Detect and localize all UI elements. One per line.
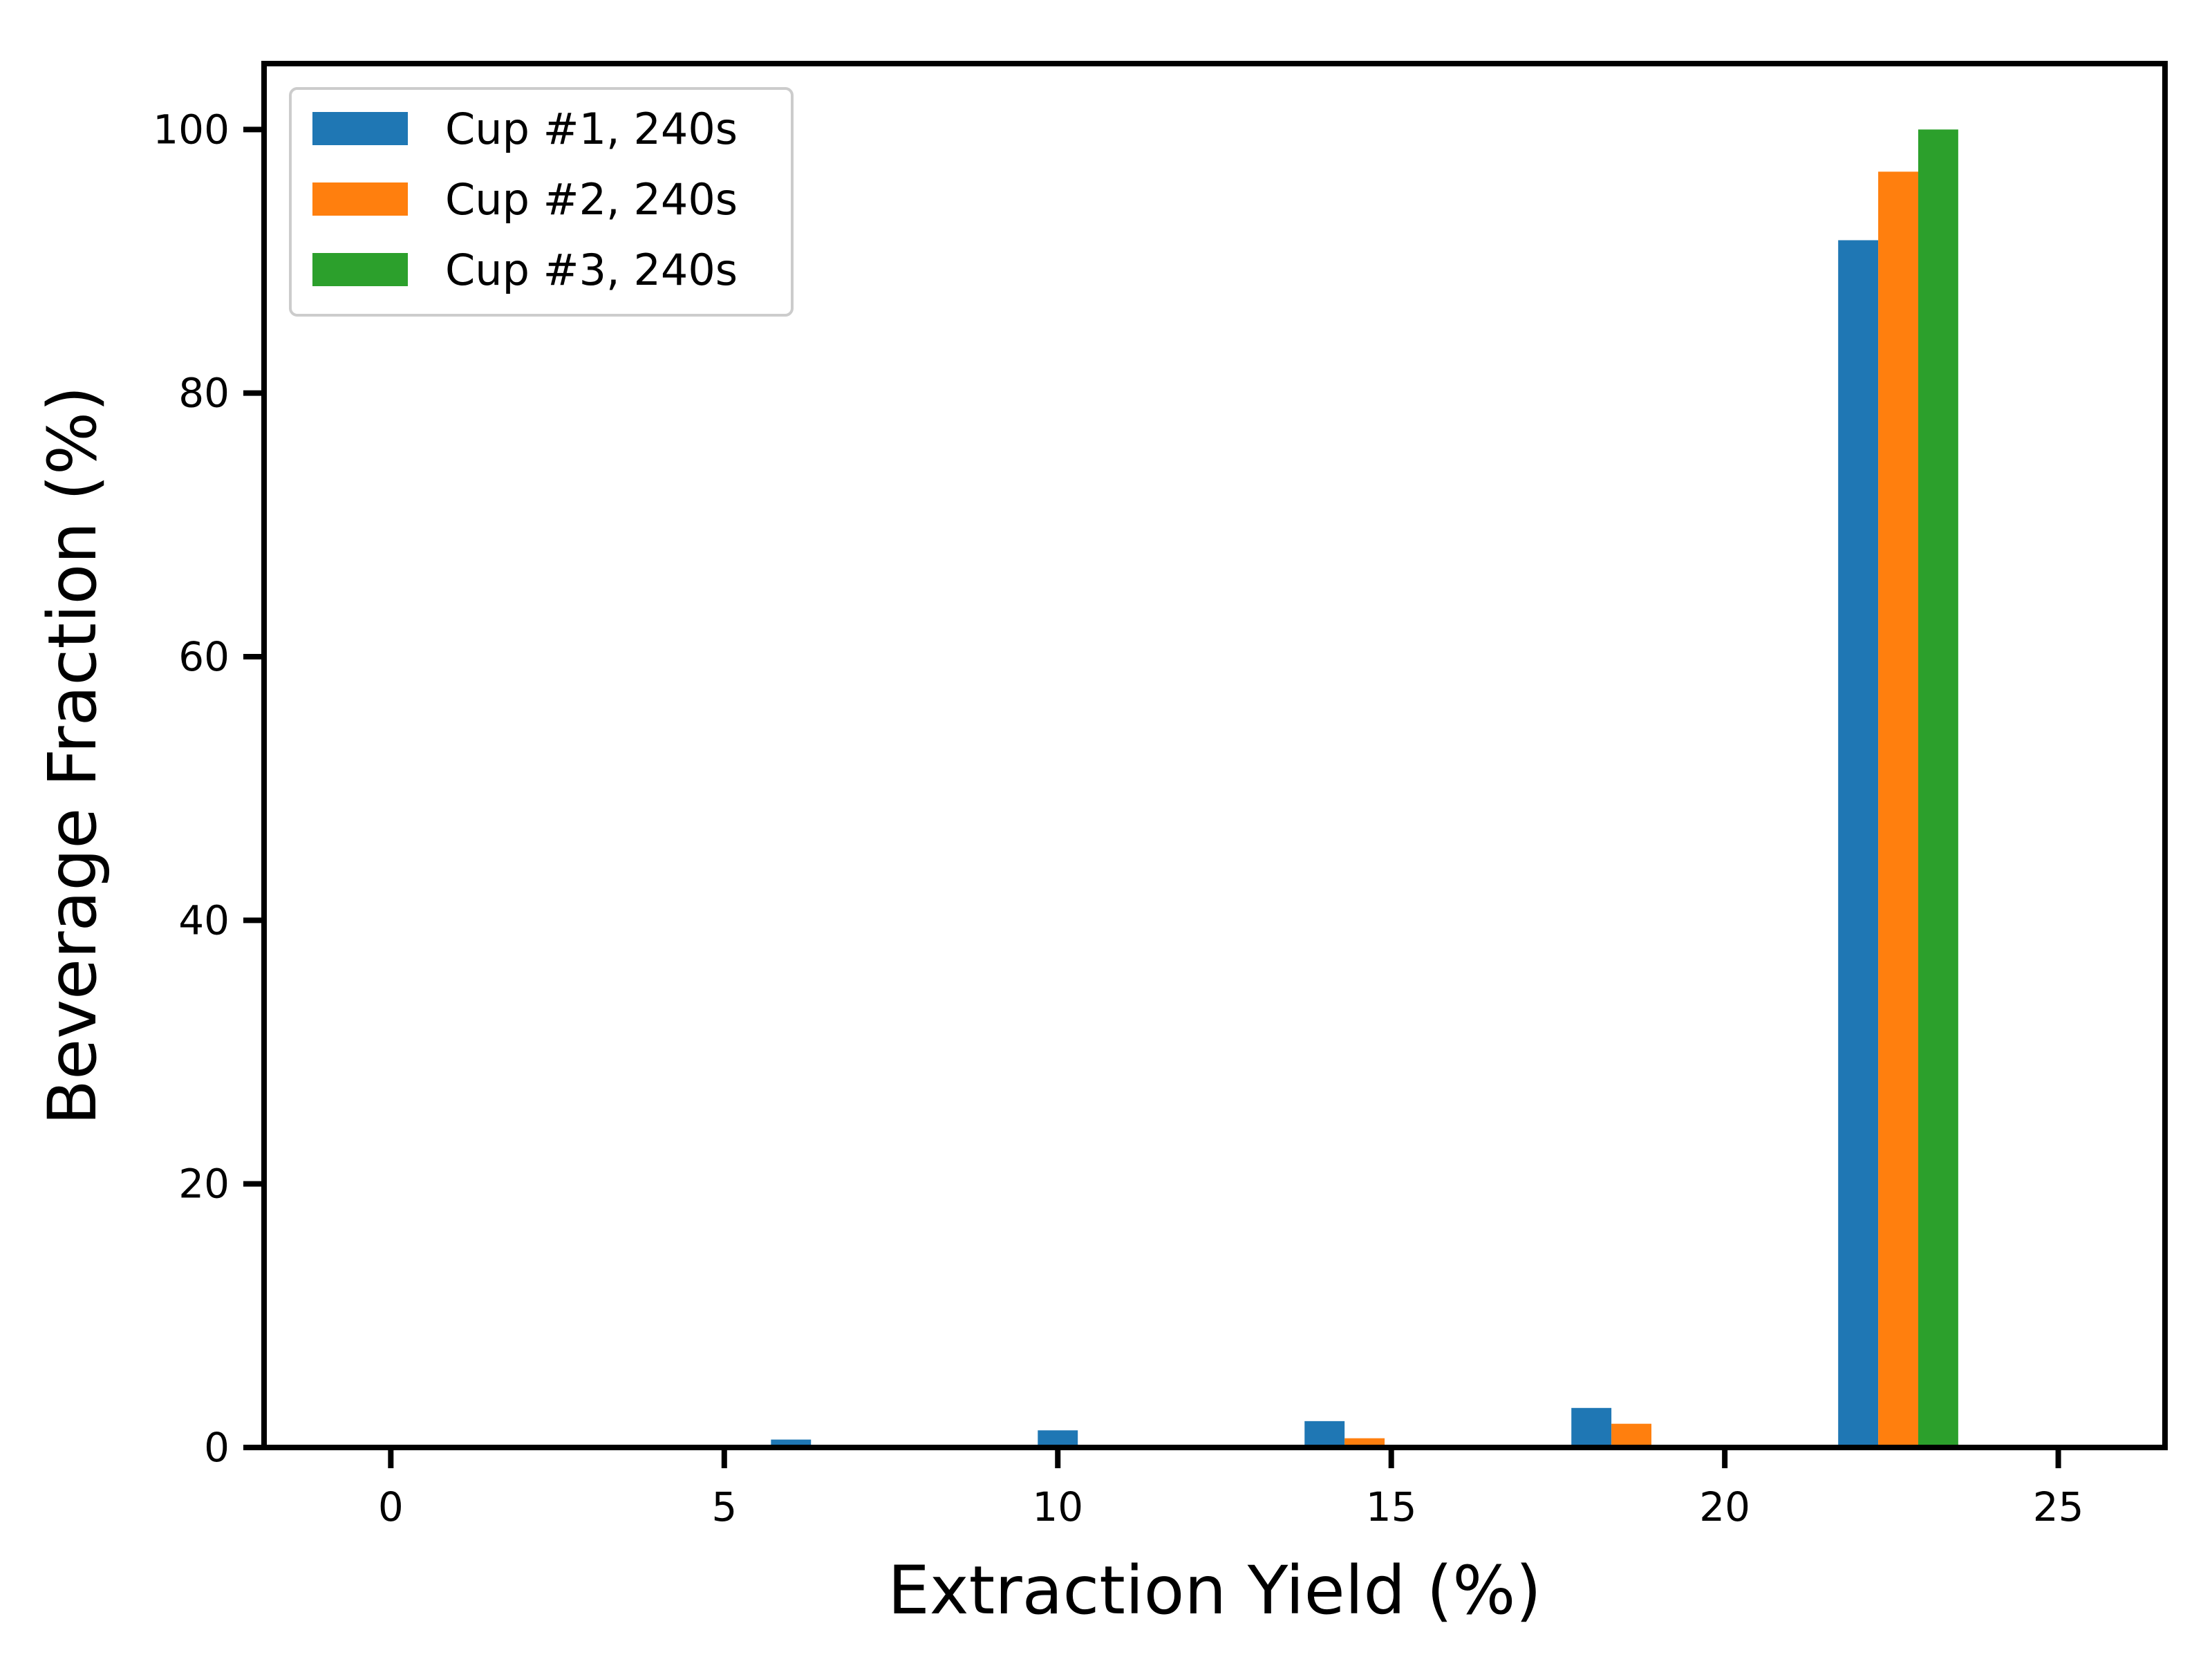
x-tick-label: 15 — [1366, 1483, 1417, 1530]
bars-layer — [637, 129, 1958, 1447]
bar-series-1 — [1304, 1421, 1345, 1447]
x-tick-label: 20 — [1699, 1483, 1750, 1530]
legend-swatch — [312, 182, 408, 216]
bar-series-2 — [1611, 1423, 1652, 1447]
bar-series-3 — [1918, 129, 1958, 1447]
x-tick-label: 0 — [378, 1483, 404, 1530]
y-tick-label: 20 — [178, 1161, 229, 1208]
y-tick-label: 60 — [178, 633, 229, 680]
y-axis-label: Beverage Fraction (%) — [34, 386, 111, 1125]
x-tick-label: 25 — [2033, 1483, 2084, 1530]
x-tick-label: 5 — [711, 1483, 737, 1530]
legend-label: Cup #3, 240s — [445, 245, 738, 295]
y-tick-label: 40 — [178, 897, 229, 944]
legend-swatch — [312, 112, 408, 145]
legend-swatch — [312, 253, 408, 286]
bar-series-2 — [1878, 171, 1918, 1447]
y-tick-label: 100 — [153, 106, 229, 153]
legend-box — [289, 87, 794, 317]
x-tick-label: 10 — [1032, 1483, 1083, 1530]
y-tick-label: 80 — [178, 370, 229, 417]
x-axis-label: Extraction Yield (%) — [888, 1552, 1541, 1629]
axes-layer: 0 5 10 15 20 25 0 20 40 60 80 100 — [153, 61, 2168, 1530]
legend: Cup #1, 240s Cup #2, 240s Cup #3, 240s — [289, 87, 794, 317]
bar-series-1 — [1038, 1430, 1078, 1447]
bar-series-1 — [1571, 1407, 1612, 1447]
legend-label: Cup #1, 240s — [445, 104, 738, 154]
bar-series-1 — [1838, 240, 1879, 1447]
bar-series-1 — [771, 1439, 812, 1447]
plot-frame — [261, 61, 2168, 1450]
legend-label: Cup #2, 240s — [445, 174, 738, 225]
y-tick-label: 0 — [204, 1424, 229, 1471]
